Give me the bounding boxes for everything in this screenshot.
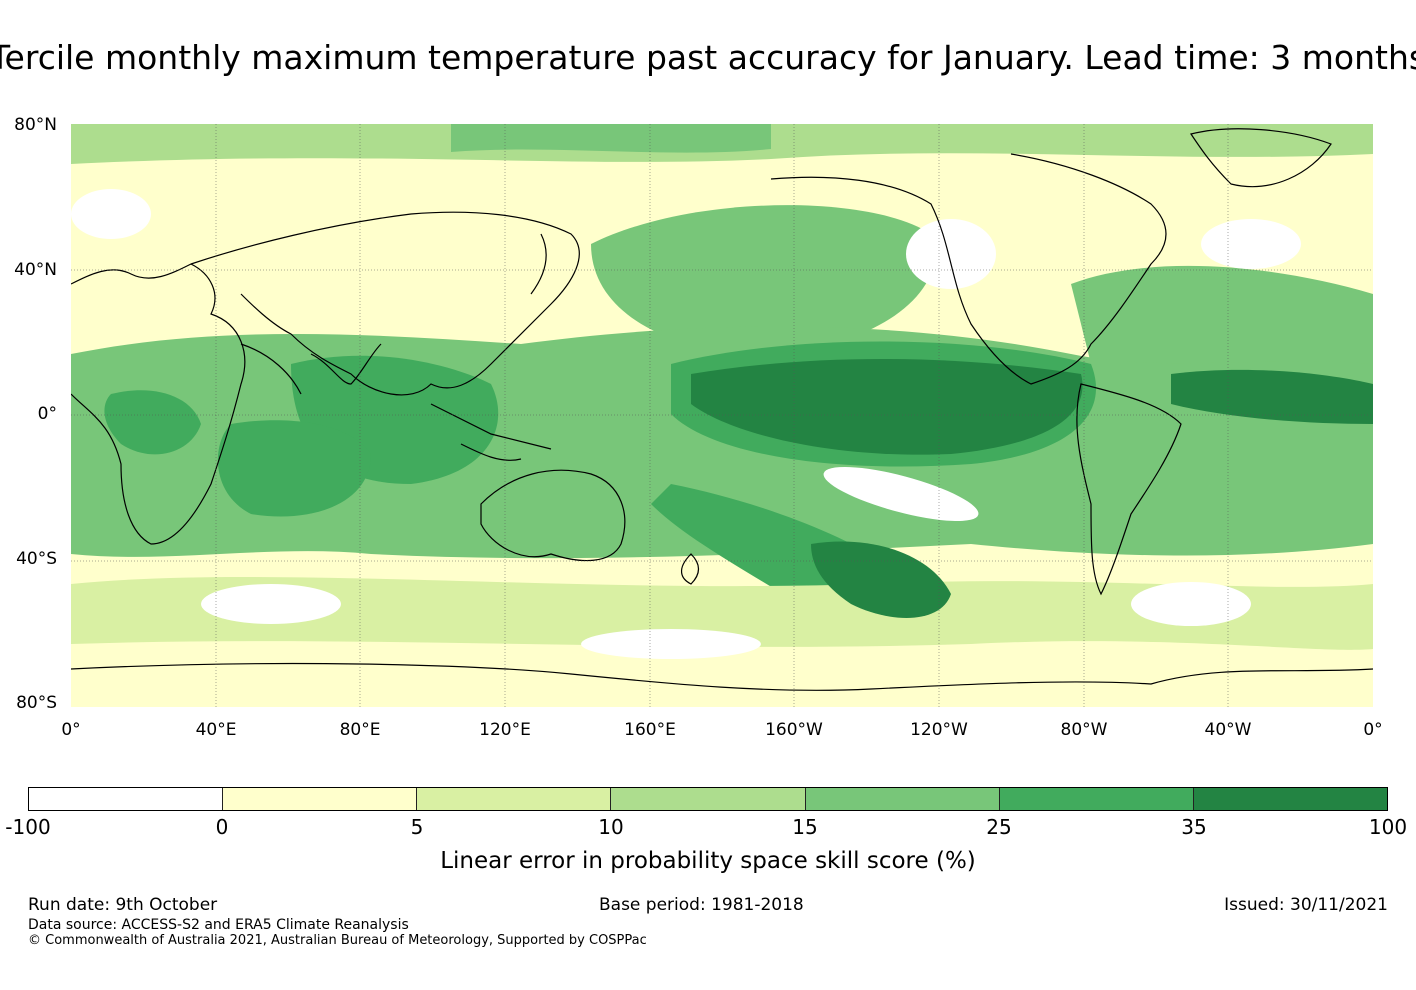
lon-label-0-right: 0° [1363, 720, 1383, 740]
skill-score-map [71, 124, 1373, 707]
data-source: Data source: ACCESS-S2 and ERA5 Climate … [28, 917, 409, 933]
lat-label-0: 0° [37, 404, 57, 424]
run-date: Run date: 9th October [28, 895, 218, 915]
colorbar-tick: 35 [1181, 815, 1207, 839]
colorbar-tick: 10 [598, 815, 624, 839]
colorbar-segment [999, 788, 1194, 810]
lon-label-120w: 120°W [910, 720, 968, 740]
colorbar-segment [29, 788, 224, 810]
lat-label-40n: 40°N [14, 260, 57, 280]
issued-date: Issued: 30/11/2021 [1224, 895, 1388, 915]
copyright: © Commonwealth of Australia 2021, Austra… [28, 933, 647, 948]
gridlines [71, 124, 1373, 707]
lat-label-80s: 80°S [16, 693, 57, 713]
lon-label-40e: 40°E [195, 720, 237, 740]
colorbar-tick: 15 [792, 815, 818, 839]
lon-label-40w: 40°W [1204, 720, 1252, 740]
skill-shading [71, 124, 1373, 707]
colorbar-tick: -100 [5, 815, 51, 839]
base-period: Base period: 1981-2018 [599, 895, 804, 915]
lon-label-80e: 80°E [339, 720, 381, 740]
lat-label-80n: 80°N [14, 115, 57, 135]
colorbar-tick: 5 [410, 815, 424, 839]
coastlines [71, 128, 1373, 691]
lon-label-0: 0° [61, 720, 81, 740]
lon-label-160w: 160°W [765, 720, 823, 740]
colorbar-label: Linear error in probability space skill … [440, 848, 976, 874]
colorbar-tick: 0 [215, 815, 229, 839]
colorbar-segment [611, 788, 806, 810]
lon-label-120e: 120°E [479, 720, 531, 740]
colorbar-segment [805, 788, 1000, 810]
colorbar-segment [417, 788, 612, 810]
colorbar-segment [223, 788, 418, 810]
lon-label-80w: 80°W [1060, 720, 1108, 740]
colorbar [28, 787, 1388, 811]
colorbar-segment [1193, 788, 1387, 810]
colorbar-tick: 25 [986, 815, 1012, 839]
lon-label-160e: 160°E [624, 720, 676, 740]
colorbar-tick: 100 [1368, 815, 1408, 839]
map-canvas [71, 124, 1373, 707]
lat-label-40s: 40°S [16, 549, 57, 569]
map-title: Tercile monthly maximum temperature past… [0, 38, 1416, 77]
